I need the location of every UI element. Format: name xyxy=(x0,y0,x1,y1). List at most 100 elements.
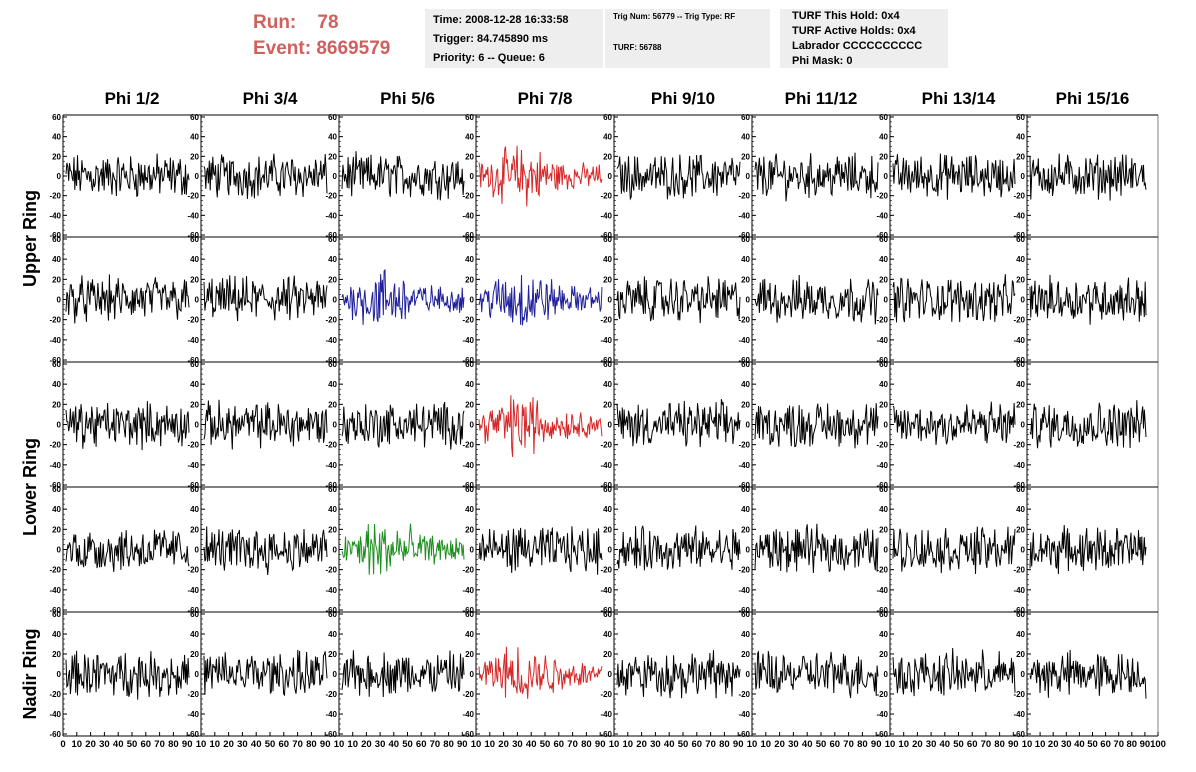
y-tick-label: 60 xyxy=(879,485,888,494)
y-tick-label: 40 xyxy=(741,255,750,264)
x-tick-label: 30 xyxy=(237,739,248,750)
x-tick-label: 30 xyxy=(926,739,937,750)
trig-num-line: Trig Num: 56779 -- Trig Type: RF xyxy=(613,12,736,21)
x-tick-label: 20 xyxy=(498,739,509,750)
y-tick-label: 60 xyxy=(741,485,750,494)
x-tick-label: 10 xyxy=(747,739,758,750)
x-tick-label: 20 xyxy=(85,739,96,750)
x-tick-label: 70 xyxy=(1113,739,1124,750)
x-tick-label: 50 xyxy=(540,739,551,750)
waveform-trace xyxy=(1029,524,1147,575)
y-tick-label: -60 xyxy=(876,606,888,615)
y-tick-label: 60 xyxy=(603,360,612,369)
y-tick-label: -20 xyxy=(462,316,474,325)
y-tick-label: -60 xyxy=(49,730,61,739)
y-tick-label: -60 xyxy=(462,356,474,365)
y-tick-label: -40 xyxy=(738,710,750,719)
y-tick-label: -60 xyxy=(49,231,61,240)
y-tick-label: -20 xyxy=(600,192,612,201)
y-tick-label: 0 xyxy=(470,421,475,430)
x-tick-label: 40 xyxy=(113,739,124,750)
waveform-trace xyxy=(616,399,741,448)
x-tick-label: 20 xyxy=(223,739,234,750)
y-tick-label: 20 xyxy=(603,525,612,534)
y-tick-label: 0 xyxy=(746,296,751,305)
x-tick-label: 30 xyxy=(375,739,386,750)
y-tick-label: -60 xyxy=(738,481,750,490)
y-tick-label: -20 xyxy=(187,192,199,201)
y-tick-label: -20 xyxy=(738,441,750,450)
turf-active-holds-line: TURF Active Holds: 0x4 xyxy=(792,25,916,37)
column-header: Phi 9/10 xyxy=(651,89,715,108)
y-tick-label: 20 xyxy=(52,152,61,161)
y-tick-label: 20 xyxy=(328,650,337,659)
trig-num-box: Trig Num: 56779 -- Trig Type: RF TURF: 5… xyxy=(605,9,770,68)
y-tick-label: 20 xyxy=(879,152,888,161)
y-tick-label: -60 xyxy=(187,730,199,739)
y-tick-label: -20 xyxy=(187,566,199,575)
x-tick-label: 10 xyxy=(1035,739,1046,750)
x-tick-label: 30 xyxy=(99,739,110,750)
x-tick-label: 10 xyxy=(72,739,83,750)
y-tick-label: -60 xyxy=(325,481,337,490)
y-tick-label: -20 xyxy=(49,441,61,450)
y-tick-label: -40 xyxy=(49,586,61,595)
y-tick-label: -40 xyxy=(738,461,750,470)
y-tick-label: 60 xyxy=(603,113,612,122)
waveform-trace xyxy=(203,275,328,322)
waveform-trace xyxy=(65,529,190,572)
y-tick-label: 0 xyxy=(608,172,613,181)
y-tick-label: -40 xyxy=(325,586,337,595)
y-tick-label: 60 xyxy=(52,485,61,494)
waveform-trace xyxy=(65,401,190,451)
y-tick-label: 0 xyxy=(470,172,475,181)
y-tick-label: -60 xyxy=(600,730,612,739)
y-tick-label: -20 xyxy=(325,316,337,325)
y-tick-label: 20 xyxy=(741,400,750,409)
y-tick-label: -20 xyxy=(738,566,750,575)
y-tick-label: 0 xyxy=(195,172,200,181)
y-tick-label: 0 xyxy=(195,296,200,305)
x-tick-label: 50 xyxy=(402,739,413,750)
y-tick-label: 40 xyxy=(52,505,61,514)
y-tick-label: -60 xyxy=(600,231,612,240)
event-row: Event: 8669579 xyxy=(253,36,390,62)
y-tick-label: -60 xyxy=(325,606,337,615)
y-tick-label: 20 xyxy=(190,275,199,284)
y-tick-label: 40 xyxy=(603,630,612,639)
y-tick-label: 60 xyxy=(328,360,337,369)
y-tick-label: 60 xyxy=(879,610,888,619)
y-tick-label: 20 xyxy=(741,650,750,659)
y-tick-label: -60 xyxy=(876,356,888,365)
x-tick-label: 50 xyxy=(953,739,964,750)
y-tick-label: -20 xyxy=(462,690,474,699)
y-tick-label: -20 xyxy=(462,441,474,450)
y-tick-label: 20 xyxy=(328,400,337,409)
y-tick-label: -40 xyxy=(187,211,199,220)
x-tick-label: 40 xyxy=(802,739,813,750)
waveform-trace xyxy=(892,153,1016,200)
y-tick-label: 0 xyxy=(1021,670,1026,679)
x-tick-label: 10 xyxy=(210,739,221,750)
y-tick-label: 20 xyxy=(741,152,750,161)
y-tick-label: -40 xyxy=(876,211,888,220)
y-tick-label: -40 xyxy=(1013,461,1025,470)
y-tick-label: -60 xyxy=(1013,356,1025,365)
y-tick-label: 0 xyxy=(746,546,751,555)
x-tick-label: 60 xyxy=(830,739,841,750)
y-tick-label: 60 xyxy=(465,360,474,369)
y-tick-label: 40 xyxy=(1016,380,1025,389)
x-tick-label: 30 xyxy=(512,739,523,750)
x-tick-label: 40 xyxy=(251,739,262,750)
waveform-trace xyxy=(478,145,603,207)
y-tick-label: 20 xyxy=(465,525,474,534)
y-tick-label: 0 xyxy=(333,421,338,430)
ring-label: Nadir Ring xyxy=(20,628,40,719)
x-tick-label: 30 xyxy=(650,739,661,750)
y-tick-label: 60 xyxy=(52,235,61,244)
y-tick-label: 60 xyxy=(603,610,612,619)
y-tick-label: 60 xyxy=(879,235,888,244)
x-tick-label: 90 xyxy=(595,739,606,750)
y-tick-label: -60 xyxy=(49,356,61,365)
